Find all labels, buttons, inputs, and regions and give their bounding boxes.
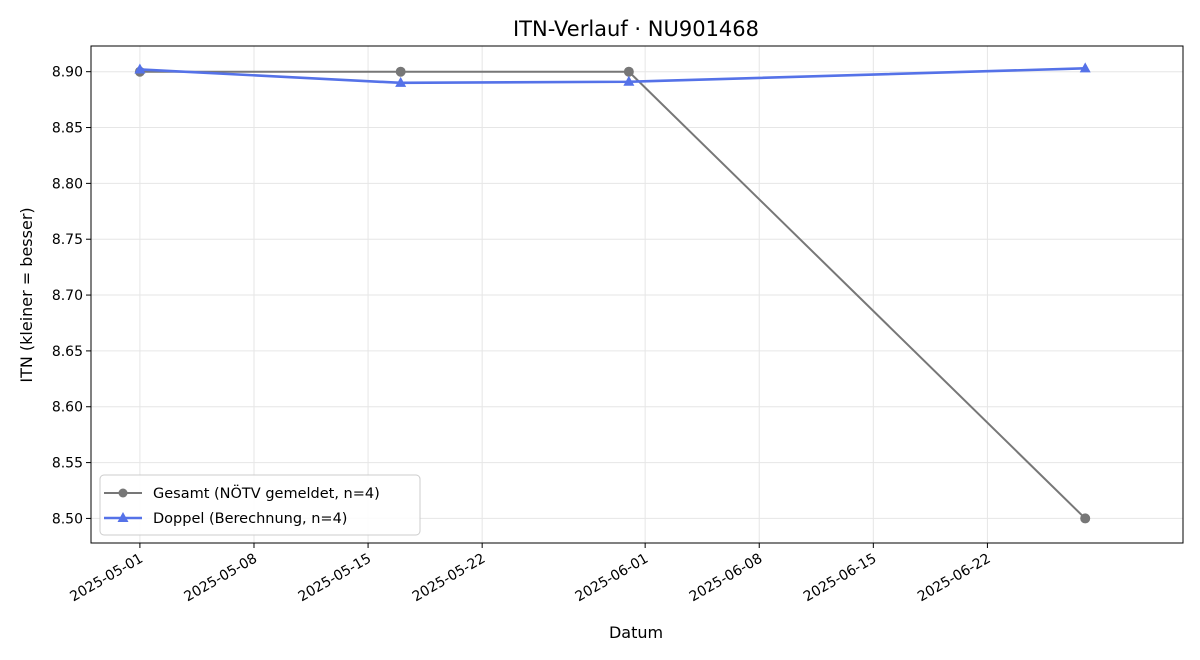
series-line — [139, 67, 1086, 85]
legend-label: Doppel (Berechnung, n=4) — [153, 511, 347, 527]
y-tick-label: 8.85 — [52, 121, 83, 137]
data-point — [623, 75, 635, 86]
data-point — [1079, 62, 1091, 73]
y-tick-label: 8.60 — [52, 400, 83, 416]
data-point — [623, 66, 634, 77]
series-lines — [134, 62, 1091, 524]
y-axis-label: ITN (kleiner = besser) — [17, 207, 36, 382]
chart-title: ITN-Verlauf · NU901468 — [513, 17, 759, 41]
legend-box — [99, 474, 421, 536]
y-tick-label: 8.90 — [52, 65, 83, 81]
x-tick-label: 2025-06-08 — [687, 551, 765, 606]
legend: Gesamt (NÖTV gemeldet, n=4) Doppel (Berec… — [99, 474, 421, 536]
x-axis-label: Datum — [609, 623, 663, 642]
series-line — [139, 70, 1086, 520]
x-tick-label: 2025-06-22 — [915, 551, 993, 606]
data-point — [395, 76, 407, 87]
x-tick-label: 2025-05-01 — [67, 551, 145, 606]
x-tick-label: 2025-05-08 — [182, 551, 260, 606]
legend-marker — [118, 488, 128, 498]
y-tick-label: 8.65 — [52, 344, 83, 360]
y-tick-label: 8.70 — [52, 288, 83, 304]
data-point — [134, 63, 146, 74]
series-1 — [134, 62, 1091, 87]
x-tick-label: 2025-05-15 — [296, 551, 374, 606]
x-tick-label: 2025-06-01 — [573, 551, 651, 606]
y-tick-label: 8.50 — [52, 511, 83, 527]
y-tick-label: 8.75 — [52, 232, 83, 248]
legend-label: Gesamt (NÖTV gemeldet, n=4) — [153, 484, 380, 502]
x-tick-label: 2025-05-22 — [410, 551, 488, 606]
plot-frame — [90, 45, 1184, 544]
y-tick-label: 8.55 — [52, 456, 83, 472]
data-point — [1080, 513, 1091, 524]
x-tick-label: 2025-06-15 — [801, 551, 879, 606]
grid-lines — [91, 46, 1183, 543]
legend-marker — [117, 512, 129, 522]
data-point — [395, 66, 406, 77]
y-tick-label: 8.80 — [52, 176, 83, 192]
